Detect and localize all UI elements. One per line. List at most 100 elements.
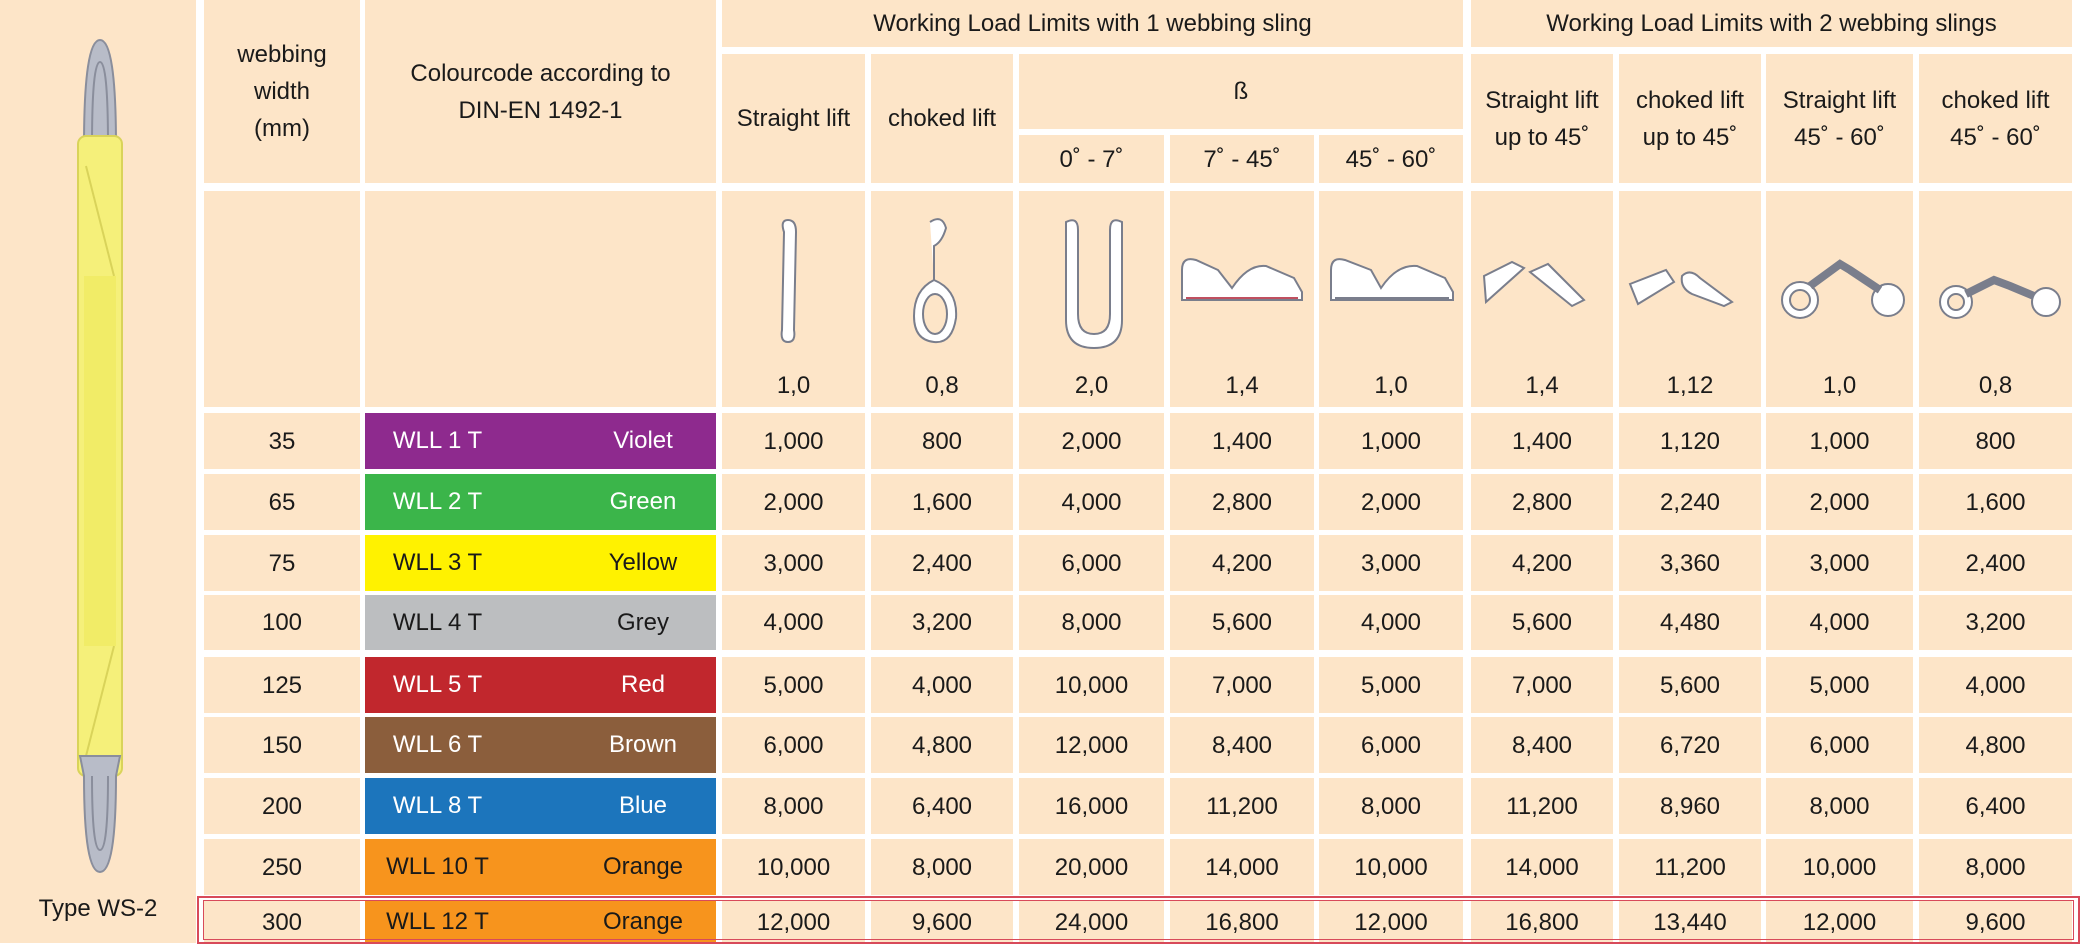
load-factor: 1,4 (1525, 372, 1559, 399)
wll-value-cell: 10,000 (1019, 657, 1164, 713)
wll-label: WLL 2 T (392, 488, 483, 515)
load-factor: 1,4 (1225, 372, 1259, 399)
wll-value-cell: 12,000 (722, 900, 865, 944)
icon-row-colour-blank (365, 191, 716, 407)
header-colourcode: Colourcode according to DIN-EN 1492-1 (365, 0, 716, 183)
straight-lift-icon (780, 218, 797, 344)
wll-value-cell: 11,200 (1619, 839, 1761, 895)
wll-value-cell: 12,000 (1019, 717, 1164, 773)
wll-value-cell: 2,400 (1919, 535, 2072, 591)
basket-45-60-icon (1330, 258, 1454, 301)
wll-value-cell: 4,000 (871, 657, 1013, 713)
row-webbing-width: 200 (204, 778, 360, 834)
header-col-2-straight-upto45: Straight lift up to 45˚ (1471, 54, 1613, 183)
colour-name: Orange (602, 853, 684, 880)
colour-name: Yellow (608, 549, 678, 576)
wll-label: WLL 12 T (386, 908, 489, 935)
row-webbing-width: 35 (204, 413, 360, 469)
wll-value-cell: 11,200 (1170, 778, 1314, 834)
row-webbing-width: 100 (204, 595, 360, 650)
wll-value-cell: 4,480 (1619, 595, 1761, 650)
wll-value-cell: 16,800 (1170, 900, 1314, 944)
wll-value-cell: 16,800 (1471, 900, 1613, 944)
wll-value-cell: 4,000 (722, 595, 865, 650)
row-webbing-width: 125 (204, 657, 360, 713)
header-col-angle-45-60: 45˚ - 60˚ (1319, 135, 1463, 183)
header-beta: ß (1019, 54, 1463, 129)
wll-label: WLL 1 T (392, 427, 483, 454)
wll-value-cell: 4,000 (1319, 595, 1463, 650)
wll-label: WLL 4 T (392, 608, 483, 636)
colourcode-swatch: WLL 4 T Grey (365, 595, 716, 650)
colourcode-swatch: WLL 1 T Violet (365, 413, 716, 469)
wll-value-cell: 6,000 (1019, 535, 1164, 591)
wll-value-cell: 3,200 (1919, 595, 2072, 650)
wll-value-cell: 6,400 (1919, 778, 2072, 834)
wll-value-cell: 7,000 (1170, 657, 1314, 713)
icon-row-cell (1019, 191, 1164, 407)
load-factor: 1,12 (1666, 372, 1714, 399)
wll-value-cell: 8,000 (722, 778, 865, 834)
wll-value-cell: 4,200 (1170, 535, 1314, 591)
wll-value-cell: 9,600 (1919, 900, 2072, 944)
wll-label: WLL 8 T (392, 792, 483, 819)
wll-value-cell: 14,000 (1170, 839, 1314, 895)
colour-name: Blue (618, 792, 668, 819)
wll-value-cell: 4,800 (871, 717, 1013, 773)
sling-panel: Type WS-2 (0, 0, 196, 943)
wll-value-cell: 6,000 (1319, 717, 1463, 773)
wll-value-cell: 3,000 (722, 535, 865, 591)
wll-value-cell: 8,000 (1766, 778, 1913, 834)
colour-name: Grey (616, 608, 669, 636)
header-group-1-sling: Working Load Limits with 1 webbing sling (722, 0, 1463, 47)
basket-0-7-icon (1064, 219, 1123, 350)
wll-value-cell: 2,000 (1019, 413, 1164, 469)
header-col-2-choked-45-60: choked lift 45˚ - 60˚ (1919, 54, 2072, 183)
wll-label: WLL 10 T (386, 853, 489, 880)
two-slings-choked-icon (1628, 268, 1734, 308)
wll-value-cell: 16,000 (1019, 778, 1164, 834)
colour-name: Green (609, 488, 677, 515)
wll-value-cell: 800 (871, 413, 1013, 469)
wll-value-cell: 1,000 (1766, 413, 1913, 469)
row-webbing-width: 300 (204, 900, 360, 944)
wll-value-cell: 8,000 (1319, 778, 1463, 834)
wll-value-cell: 24,000 (1019, 900, 1164, 944)
row-webbing-width: 150 (204, 717, 360, 773)
wll-value-cell: 6,400 (871, 778, 1013, 834)
two-slings-straight-45-60-icon (1780, 259, 1905, 319)
wll-value-cell: 8,960 (1619, 778, 1761, 834)
load-factor: 0,8 (1978, 372, 2013, 399)
wll-value-cell: 4,000 (1019, 474, 1164, 530)
load-factor: 1,0 (776, 372, 811, 399)
wll-label: WLL 3 T (392, 549, 483, 576)
colour-name: Brown (608, 731, 678, 758)
wll-value-cell: 3,360 (1619, 535, 1761, 591)
two-slings-choked-45-60-icon (1938, 275, 2061, 319)
colourcode-swatch: WLL 6 T Brown (365, 717, 716, 773)
header-col-angle-7-45: 7˚ - 45˚ (1170, 135, 1314, 183)
webbing-sling-icon (77, 38, 123, 874)
wll-value-cell: 1,400 (1471, 413, 1613, 469)
wll-value-cell: 13,440 (1619, 900, 1761, 944)
wll-value-cell: 4,000 (1766, 595, 1913, 650)
wll-value-cell: 8,000 (1919, 839, 2072, 895)
sling-type-caption: Type WS-2 (38, 895, 158, 922)
wll-value-cell: 6,000 (722, 717, 865, 773)
colourcode-swatch: WLL 2 T Green (365, 474, 716, 530)
wll-value-cell: 10,000 (1319, 839, 1463, 895)
wll-value-cell: 2,000 (722, 474, 865, 530)
header-col-angle-0-7: 0˚ - 7˚ (1019, 135, 1164, 183)
colourcode-swatch: WLL 5 T Red (365, 657, 716, 713)
wll-value-cell: 14,000 (1471, 839, 1613, 895)
wll-value-cell: 10,000 (722, 839, 865, 895)
load-factor: 1,0 (1822, 372, 1857, 399)
colourcode-swatch: WLL 3 T Yellow (365, 535, 716, 591)
wll-value-cell: 1,400 (1170, 413, 1314, 469)
wll-label: WLL 6 T (392, 731, 483, 758)
wll-value-cell: 5,600 (1619, 657, 1761, 713)
wll-value-cell: 3,000 (1319, 535, 1463, 591)
wll-value-cell: 8,400 (1170, 717, 1314, 773)
wll-value-cell: 1,600 (1919, 474, 2072, 530)
header-col-straight-lift: Straight lift (722, 54, 865, 183)
